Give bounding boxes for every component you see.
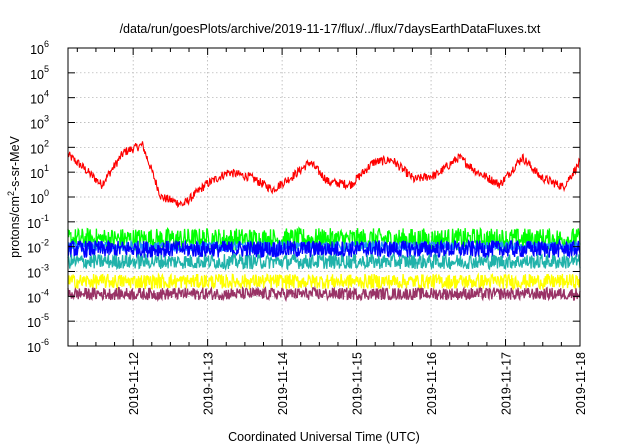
series-line-green bbox=[67, 226, 581, 252]
x-tick-label: 2019-11-18 bbox=[574, 352, 588, 415]
y-tick-label: 10-3 bbox=[27, 263, 49, 281]
y-tick-label: 10-6 bbox=[27, 337, 49, 355]
x-axis-label: Coordinated Universal Time (UTC) bbox=[228, 430, 420, 444]
series-line-red bbox=[67, 141, 581, 209]
y-tick-label: 100 bbox=[30, 188, 49, 206]
series-line-teal bbox=[67, 252, 581, 272]
series-line-maroon bbox=[67, 286, 581, 303]
series-line-yellow bbox=[67, 272, 581, 291]
grid bbox=[68, 48, 580, 346]
y-axis-label: protons/cm2-s-sr-MeV bbox=[6, 135, 22, 257]
x-tick-label: 2019-11-13 bbox=[202, 352, 216, 415]
y-tick-label: 102 bbox=[30, 138, 49, 156]
series-line-blue bbox=[67, 238, 581, 260]
y-tick-label: 103 bbox=[30, 114, 49, 132]
series-group bbox=[67, 141, 581, 303]
x-tick-label: 2019-11-16 bbox=[425, 352, 439, 415]
y-tick-label: 106 bbox=[30, 39, 49, 57]
y-tick-label: 10-1 bbox=[27, 213, 49, 231]
y-tick-label: 101 bbox=[30, 163, 49, 181]
y-tick-label: 104 bbox=[30, 89, 49, 107]
y-axis-ticks: 10-6 10-5 10-4 10-3 10-2 10-1 100 101 102 103 104 1… bbox=[27, 39, 580, 355]
x-axis-ticks: 2019-11-12 2019-11-13 2019-11-14 2019-11-15… bbox=[76, 48, 588, 415]
x-tick-label: 2019-11-14 bbox=[276, 352, 290, 415]
x-tick-label: 2019-11-17 bbox=[500, 352, 514, 415]
y-tick-label: 10-4 bbox=[27, 287, 49, 305]
y-tick-label: 105 bbox=[30, 64, 49, 82]
x-tick-label: 2019-11-15 bbox=[351, 352, 365, 415]
x-tick-label: 2019-11-12 bbox=[127, 352, 141, 415]
y-tick-label: 10-5 bbox=[27, 312, 49, 330]
y-tick-label: 10-2 bbox=[27, 238, 49, 256]
chart-title: /data/run/goesPlots/archive/2019-11-17/f… bbox=[120, 22, 541, 36]
